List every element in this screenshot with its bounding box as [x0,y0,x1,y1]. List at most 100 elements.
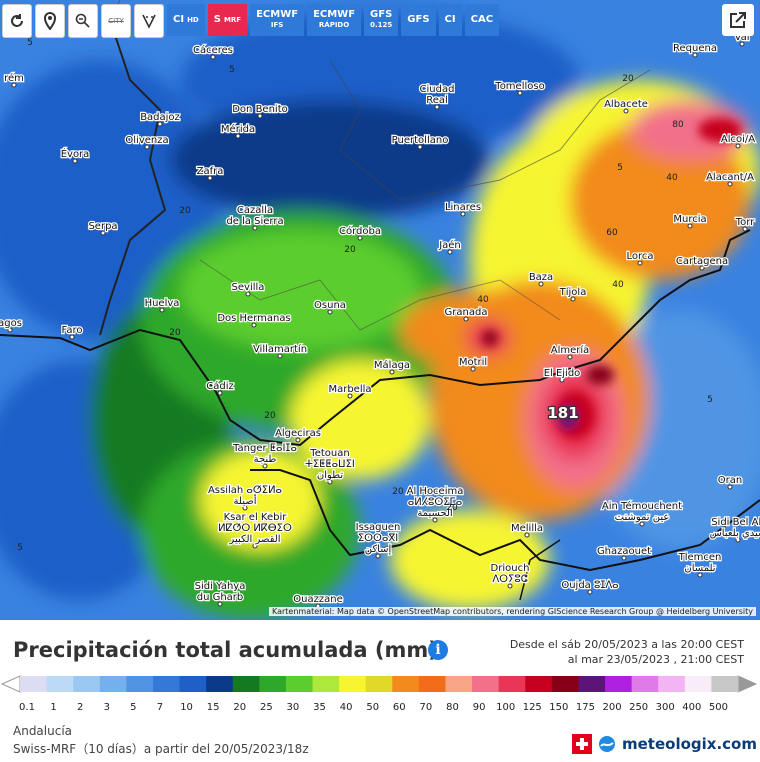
model-button[interactable]: GFS 0.125 [364,4,399,36]
contour-label: 40 [477,295,489,305]
legend-label: 20 [233,702,246,713]
city-marker [257,113,263,119]
city-marker [207,175,213,181]
contour-label: 20 [392,487,404,497]
city-marker [517,90,523,96]
city-label-line: Zafra [197,166,224,177]
share-button[interactable] [722,4,754,36]
city-label-line: Tíjola [559,286,587,298]
city-marker [538,281,544,287]
city-label-line: Badajoz [140,112,180,123]
model-variant: HD [187,16,199,24]
city-label: Zafra [197,166,224,177]
legend-label: 7 [157,702,163,713]
model-name: ECMWF [313,9,356,20]
legend-swatch [206,676,234,692]
city-marker [639,521,645,527]
city-marker [252,225,258,231]
legend-label: 60 [393,702,406,713]
legend-swatch [551,676,579,692]
city-marker [570,296,576,302]
city-label-line: القصر الكبير [228,534,280,545]
model-button[interactable]: ECMWF IFS [250,4,305,36]
city-marker [157,121,163,127]
model-name: CAC [470,14,494,25]
legend-label: 500 [709,702,728,713]
city-label: Tomelloso [494,81,544,92]
city-label-line: ⵍⵇⵚⵔ ⵍⴽⴱⵉⵔ [218,523,292,534]
logo: meteologix.com [572,734,757,754]
legend-swatch [312,676,340,692]
city-marker [295,437,301,443]
city-label-line: Tanger ⵟⴰⵏⵊⴰ [232,443,297,454]
legend-label: 250 [629,702,648,713]
city-label-line: إساكن [365,544,392,555]
contour-label: 5 [27,38,33,48]
location-button[interactable] [35,4,65,38]
city-label: Ksar el Kebir ⵍⵇⵚⵔ ⵍⴽⴱⵉⵔ القصر الكبير [218,512,292,545]
city-label: Dos Hermanas [217,313,290,324]
refresh-button[interactable] [2,4,32,38]
city-marker [735,537,741,543]
legend-swatch [472,676,500,692]
city-marker [559,377,565,383]
contour-label: 5 [17,543,23,553]
city-label: Mérida [221,123,255,135]
city-marker [507,583,513,589]
model-name: S [213,14,221,25]
wind-toggle[interactable] [134,4,164,38]
legend-swatch [285,676,314,692]
city-label: Driouch ⴷⵔⵢⵓⵛ [491,563,530,585]
city-label: Cáceres [193,44,233,56]
city-label: Córdoba [339,225,381,237]
city-marker [735,143,741,149]
model-button[interactable]: GFS [401,4,436,36]
legend-label: 15 [207,702,220,713]
contour-label: 5 [229,65,235,75]
city-label-line: Lorca [626,251,653,262]
info-button[interactable]: i [428,640,448,660]
model-button[interactable]: CAC [464,4,500,36]
city-marker [7,327,13,333]
model-button[interactable]: CI [438,4,462,36]
legend-label: 125 [523,702,542,713]
contour-label: 40 [666,173,678,183]
city-marker [210,54,216,60]
legend-label: 10 [180,702,193,713]
city-marker [417,144,423,150]
zoom-out-button[interactable] [68,4,98,38]
model-button[interactable]: ECMWF RÁPIDO [307,4,362,36]
city-label-line: Torr [735,217,755,228]
city-toggle[interactable]: CITY [101,4,131,38]
city-label: Ciudad Real [420,84,455,106]
model-button[interactable]: CI HD [167,4,205,36]
city-label-line: rém [4,72,24,84]
legend-label: 25 [260,702,273,713]
legend-swatch [498,676,526,692]
city-label: Oran [718,475,742,486]
city-label: Badajoz [140,112,180,123]
attribution: Kartenmaterial: Map data © OpenStreetMap… [268,607,756,616]
map-title: Precipitación total acumulada (mm) [13,638,438,662]
city-label-line: Marbella [328,384,371,395]
city-label-line: Sidi Yahya [195,581,246,592]
city-marker [159,307,165,313]
city-label: Tlemcen تلمسان [678,552,722,574]
city-label-line: Almería [551,344,590,356]
model-button[interactable]: S MRF [207,4,248,36]
city-label: Olivenza [125,135,168,146]
city-marker [262,463,268,469]
period-end: al mar 23/05/2023 , 21:00 CEST [567,653,744,666]
city-label: Issaguen ⵉⵙⵙⴰⴳⵏ إساكن [356,522,401,555]
city-label-line: Ghazaouet [597,546,651,557]
model-name: GFS [370,9,393,20]
city-label-line: Oran [718,475,742,486]
city-marker [742,226,748,232]
legend-label: 3 [104,702,110,713]
city-label: Almería [551,344,590,356]
legend-swatch [711,676,739,692]
city-label: Osuna [314,300,346,311]
contour-label: 20 [179,206,191,216]
city-label-line: Puertollano [392,135,449,146]
city-marker [447,249,453,255]
